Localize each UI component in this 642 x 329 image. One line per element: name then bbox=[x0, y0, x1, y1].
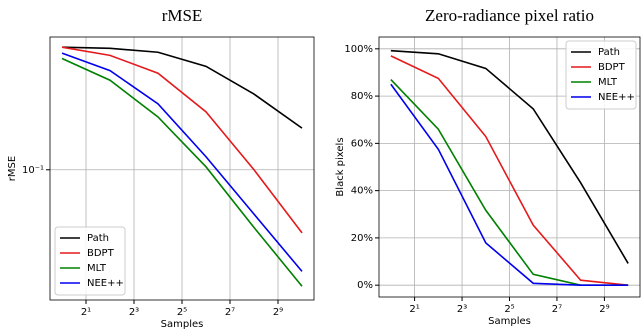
legend-label: NEE++ bbox=[87, 278, 124, 289]
y-tick-label: 100% bbox=[344, 44, 373, 55]
x-tick-label: 2⁹ bbox=[599, 304, 609, 315]
legend-box bbox=[54, 226, 126, 296]
series-line bbox=[390, 55, 629, 286]
x-tick-label: 2⁷ bbox=[552, 304, 562, 315]
legend-label: MLT bbox=[598, 77, 618, 88]
y-tick-label: 0% bbox=[357, 280, 373, 291]
x-tick-label: 2¹ bbox=[409, 304, 419, 315]
series-line bbox=[61, 52, 303, 272]
y-axis-label: rMSE bbox=[7, 156, 18, 181]
series-line bbox=[390, 49, 629, 264]
y-tick-label: 40% bbox=[351, 186, 373, 197]
y-tick-label: 10⁻¹ bbox=[22, 165, 44, 176]
plot-frame bbox=[49, 36, 315, 301]
legend-label: NEE++ bbox=[598, 92, 635, 103]
plot-frame bbox=[378, 36, 641, 298]
chart-title: rMSE bbox=[162, 6, 203, 25]
legend-label: Path bbox=[87, 233, 109, 244]
x-tick-label: 2⁵ bbox=[177, 307, 187, 318]
chart-title: Zero-radiance pixel ratio bbox=[425, 6, 594, 25]
legend-label: Path bbox=[598, 47, 620, 58]
x-axis-label: Samples bbox=[488, 316, 531, 327]
x-tick-label: 2¹ bbox=[81, 307, 91, 318]
y-tick-label: 20% bbox=[351, 233, 373, 244]
x-tick-label: 2⁵ bbox=[504, 304, 514, 315]
series-line bbox=[61, 57, 303, 287]
legend-label: MLT bbox=[87, 263, 107, 274]
series-line bbox=[390, 83, 629, 286]
x-tick-label: 2³ bbox=[129, 307, 139, 318]
x-tick-label: 2³ bbox=[457, 304, 467, 315]
y-tick-label: 60% bbox=[351, 138, 373, 149]
series-line bbox=[61, 46, 303, 234]
legend-label: BDPT bbox=[598, 62, 626, 73]
series-line bbox=[61, 46, 303, 129]
x-tick-label: 2⁷ bbox=[225, 307, 235, 318]
x-axis-label: Samples bbox=[161, 319, 204, 329]
x-tick-label: 2⁹ bbox=[273, 307, 283, 318]
y-axis-label: Black pixels bbox=[335, 137, 346, 196]
legend-label: BDPT bbox=[87, 248, 115, 259]
legend-box bbox=[565, 40, 637, 110]
y-tick-label: 80% bbox=[351, 91, 373, 102]
